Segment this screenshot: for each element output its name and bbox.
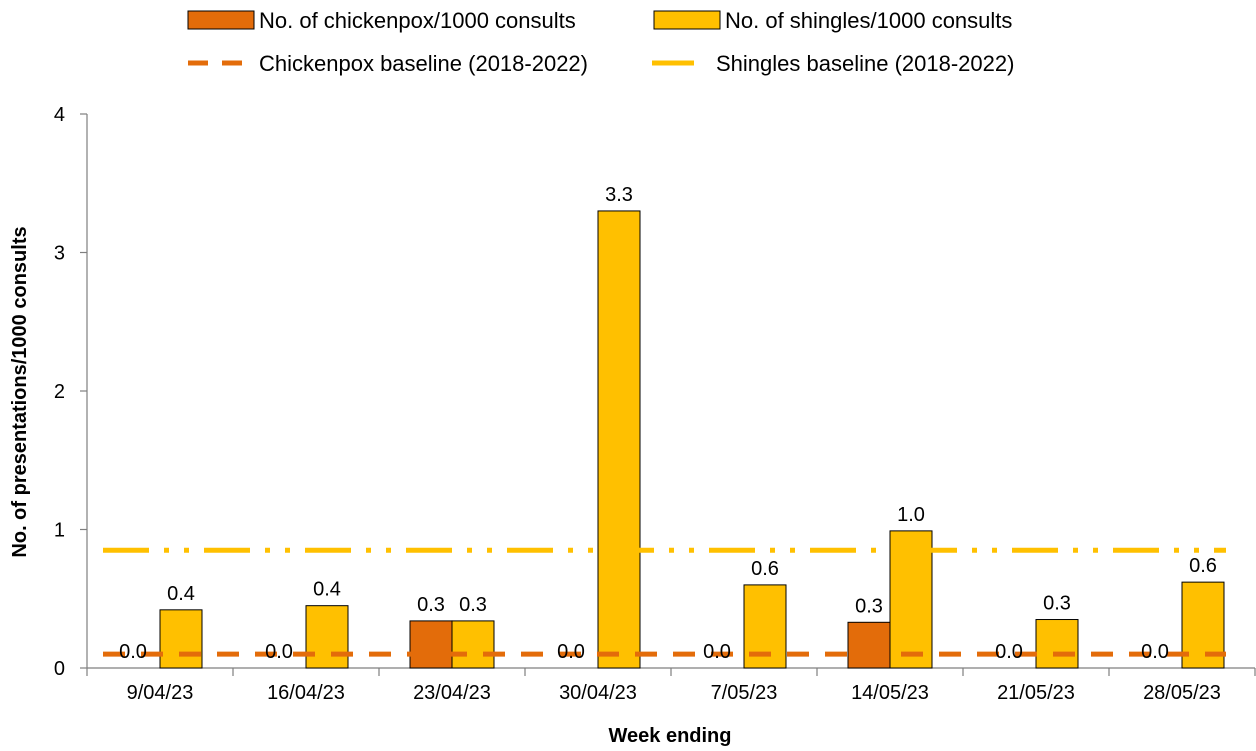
data-label-shingles: 3.3 (605, 184, 633, 206)
data-labels: 0.0 0.4 0.0 0.4 0.3 0.3 0.0 3.3 0.0 0.6 0.3 1.0 0.0 0… (119, 184, 1217, 663)
legend-item: Chickenpox baseline (2018-2022) (188, 51, 588, 76)
x-tick-label: 23/04/23 (413, 682, 491, 704)
bar-shingles (1035, 619, 1079, 669)
data-label-chickenpox: 0.0 (703, 641, 731, 663)
x-tick-label: 16/04/23 (267, 682, 345, 704)
bar-shingles (889, 530, 933, 669)
data-label-shingles: 1.0 (897, 504, 925, 526)
legend-label: No. of shingles/1000 consults (725, 8, 1012, 33)
x-tick-label: 28/05/23 (1143, 682, 1221, 704)
data-label-shingles: 0.4 (313, 579, 341, 601)
legend: No. of chickenpox/1000 consults No. of sh… (187, 8, 1014, 76)
y-tick-label: 2 (54, 381, 65, 403)
bar-shingles (305, 605, 349, 669)
legend-item: No. of shingles/1000 consults (653, 8, 1012, 33)
data-label-chickenpox: 0.0 (1141, 641, 1169, 663)
x-tick-label: 14/05/23 (851, 682, 929, 704)
x-tick-label: 7/05/23 (711, 682, 778, 704)
data-label-shingles: 0.3 (459, 594, 487, 616)
bar-shingles (451, 620, 495, 669)
x-axis: 9/04/23 16/04/23 23/04/23 30/04/23 7/05/23 14… (86, 667, 1256, 704)
bar-shingles (159, 609, 203, 669)
data-label-shingles: 0.3 (1043, 593, 1071, 615)
bar-chickenpox (409, 620, 453, 669)
legend-swatch (653, 10, 721, 30)
data-label-shingles: 0.4 (167, 583, 195, 605)
y-tick-label: 4 (54, 104, 65, 126)
data-label-chickenpox: 0.0 (557, 641, 585, 663)
bar-chickenpox (847, 621, 891, 669)
data-label-chickenpox: 0.3 (417, 594, 445, 616)
legend-swatch (187, 10, 255, 30)
y-axis: 0 1 2 3 4 (54, 104, 88, 680)
bar-shingles (597, 210, 641, 669)
legend-label: No. of chickenpox/1000 consults (259, 8, 576, 33)
data-label-chickenpox: 0.0 (265, 641, 293, 663)
y-tick-label: 0 (54, 658, 65, 680)
data-label-chickenpox: 0.3 (855, 595, 883, 617)
y-tick-label: 1 (54, 520, 65, 542)
data-label-chickenpox: 0.0 (995, 641, 1023, 663)
legend-label: Shingles baseline (2018-2022) (716, 51, 1014, 76)
y-tick-label: 3 (54, 243, 65, 265)
data-label-shingles: 0.6 (1189, 555, 1217, 577)
baselines (103, 547, 1226, 657)
x-tick-label: 9/04/23 (127, 682, 194, 704)
y-axis-title: No. of presentations/1000 consults (9, 226, 31, 557)
data-label-shingles: 0.6 (751, 558, 779, 580)
legend-label: Chickenpox baseline (2018-2022) (259, 51, 588, 76)
data-label-chickenpox: 0.0 (119, 641, 147, 663)
x-tick-label: 21/05/23 (997, 682, 1075, 704)
legend-item: Shingles baseline (2018-2022) (652, 51, 1014, 76)
legend-item: No. of chickenpox/1000 consults (187, 8, 576, 33)
x-tick-label: 30/04/23 (559, 682, 637, 704)
x-axis-title: Week ending (609, 725, 732, 747)
